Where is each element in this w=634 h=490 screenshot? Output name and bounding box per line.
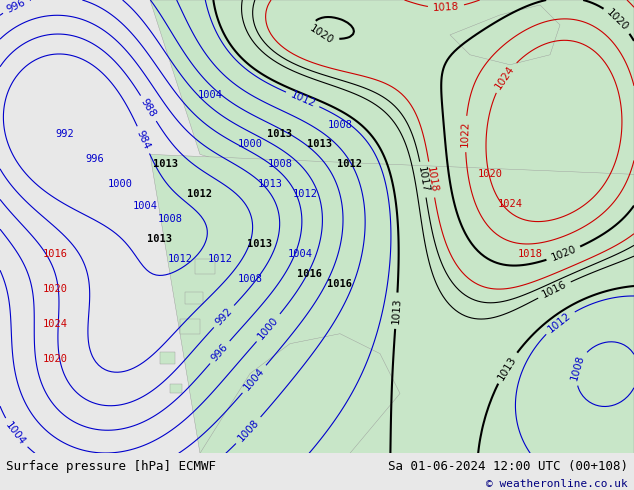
Text: 1020: 1020 bbox=[605, 7, 631, 33]
Text: 1018: 1018 bbox=[432, 2, 460, 13]
Polygon shape bbox=[185, 292, 203, 304]
Text: 1020: 1020 bbox=[550, 244, 578, 263]
Text: 1013: 1013 bbox=[307, 140, 332, 149]
Text: 1020: 1020 bbox=[308, 24, 335, 46]
Text: 996: 996 bbox=[86, 154, 105, 164]
Polygon shape bbox=[160, 352, 175, 364]
Polygon shape bbox=[150, 154, 634, 453]
Text: 1004: 1004 bbox=[242, 366, 266, 392]
Text: 1013: 1013 bbox=[391, 297, 402, 324]
Text: 996: 996 bbox=[209, 342, 230, 363]
Text: Surface pressure [hPa] ECMWF: Surface pressure [hPa] ECMWF bbox=[6, 460, 216, 473]
Text: 1004: 1004 bbox=[287, 249, 313, 259]
Text: 1000: 1000 bbox=[256, 315, 281, 341]
Polygon shape bbox=[200, 334, 400, 453]
Text: 1017: 1017 bbox=[416, 166, 430, 194]
Polygon shape bbox=[195, 259, 215, 274]
Text: 1004: 1004 bbox=[4, 420, 27, 447]
Text: 1012: 1012 bbox=[292, 189, 318, 199]
Text: 1012: 1012 bbox=[207, 254, 233, 264]
Text: 1008: 1008 bbox=[236, 417, 261, 443]
Text: 1013: 1013 bbox=[153, 159, 178, 170]
Text: 1020: 1020 bbox=[42, 354, 67, 364]
Text: 1012: 1012 bbox=[288, 90, 317, 109]
Text: 1004: 1004 bbox=[198, 90, 223, 99]
Text: 1013: 1013 bbox=[148, 234, 172, 244]
Polygon shape bbox=[180, 319, 200, 334]
Text: 992: 992 bbox=[56, 129, 74, 140]
Text: 1008: 1008 bbox=[569, 354, 586, 382]
Text: 1013: 1013 bbox=[257, 179, 283, 189]
Text: 1013: 1013 bbox=[496, 354, 518, 382]
Text: 1000: 1000 bbox=[238, 140, 262, 149]
Text: 1008: 1008 bbox=[268, 159, 292, 170]
Text: 988: 988 bbox=[139, 97, 158, 120]
Text: 1000: 1000 bbox=[108, 179, 133, 189]
Text: 1020: 1020 bbox=[42, 284, 67, 294]
Text: 1016: 1016 bbox=[328, 279, 353, 289]
Text: 1020: 1020 bbox=[477, 170, 503, 179]
Text: 1008: 1008 bbox=[328, 120, 353, 129]
Text: 1016: 1016 bbox=[540, 279, 569, 300]
Polygon shape bbox=[150, 0, 634, 204]
Text: 1012: 1012 bbox=[337, 159, 363, 170]
Text: 1008: 1008 bbox=[238, 274, 262, 284]
Text: 1012: 1012 bbox=[547, 310, 573, 334]
Text: 1024: 1024 bbox=[493, 63, 517, 91]
Text: 1016: 1016 bbox=[42, 249, 67, 259]
Polygon shape bbox=[170, 384, 182, 393]
Text: 1008: 1008 bbox=[157, 214, 183, 224]
Text: 1012: 1012 bbox=[188, 189, 212, 199]
Text: 1024: 1024 bbox=[498, 199, 522, 209]
Text: 1024: 1024 bbox=[42, 319, 67, 329]
Text: 1004: 1004 bbox=[133, 201, 157, 211]
Polygon shape bbox=[450, 5, 560, 65]
Text: 1012: 1012 bbox=[167, 254, 193, 264]
Text: 1013: 1013 bbox=[268, 129, 292, 140]
Text: 1018: 1018 bbox=[425, 166, 439, 194]
Text: 996: 996 bbox=[5, 0, 27, 15]
Text: 992: 992 bbox=[214, 306, 235, 327]
Text: 1016: 1016 bbox=[297, 269, 323, 279]
Text: 1022: 1022 bbox=[460, 121, 471, 147]
Text: 1018: 1018 bbox=[517, 249, 543, 259]
Text: © weatheronline.co.uk: © weatheronline.co.uk bbox=[486, 480, 628, 490]
Text: Sa 01-06-2024 12:00 UTC (00+108): Sa 01-06-2024 12:00 UTC (00+108) bbox=[387, 460, 628, 473]
Text: 1013: 1013 bbox=[247, 239, 273, 249]
Text: 984: 984 bbox=[135, 129, 152, 151]
